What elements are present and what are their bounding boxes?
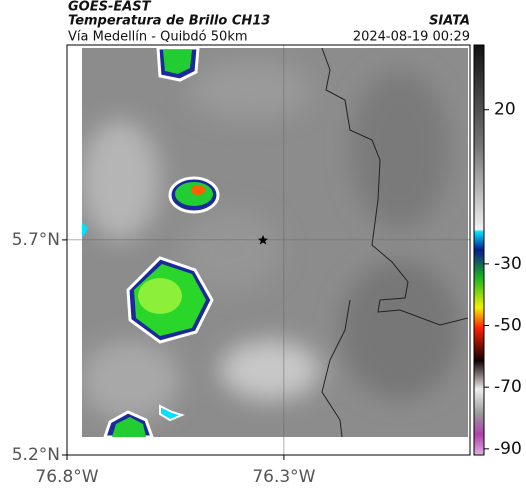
colorbar-tick-label: -30	[494, 254, 522, 274]
colorbar	[473, 44, 485, 456]
colorbar-tick-label: 20	[494, 100, 516, 120]
x-tick-label: 76.3°W	[252, 467, 315, 487]
timestamp: 2024-08-19 00:29	[353, 30, 470, 45]
agency: SIATA	[429, 14, 470, 29]
border	[321, 48, 468, 326]
source: GOES-EAST	[68, 0, 152, 15]
title: Temperatura de Brillo CH13	[68, 14, 270, 29]
colorbar-tick-label: -50	[494, 316, 522, 336]
colorbar-tick-label: -90	[494, 439, 522, 459]
border	[321, 299, 351, 437]
city-marker	[258, 235, 268, 245]
cloud-cells	[82, 48, 220, 437]
y-tick-label: 5.7°N	[12, 230, 60, 250]
subtitle: Vía Medellín - Quibdó 50km	[68, 30, 248, 45]
x-tick-label: 76.8°W	[35, 467, 98, 487]
map-frame	[66, 44, 471, 456]
imagery	[82, 48, 468, 437]
colorbar-tick-label: -70	[494, 377, 522, 397]
y-tick-label: 5.2°N	[12, 445, 60, 465]
